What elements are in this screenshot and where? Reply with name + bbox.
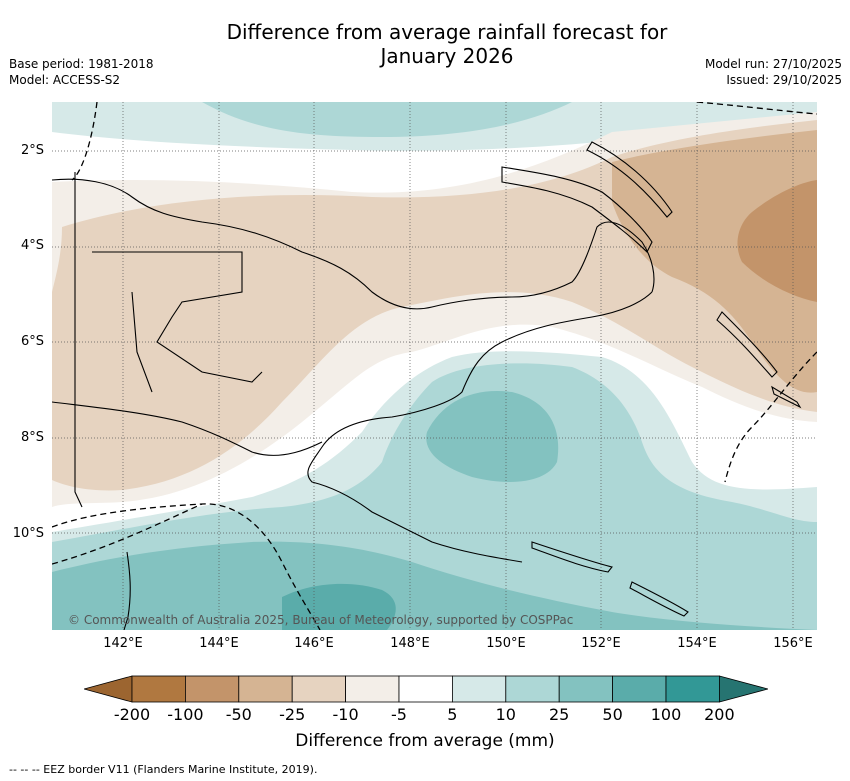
eez-footnote: -- -- -- EEZ border V11 (Flanders Marine… [9,763,318,776]
lat-label-2s: 2°S [20,143,44,158]
lon-label-146e: 146°E [294,636,334,651]
grid-lines [52,102,817,630]
chart-title: Difference from average rainfall forecas… [200,20,694,68]
colorbar-tick-label: -200 [113,705,151,724]
colorbar-segment [612,675,667,703]
lat-label-10s: 10°S [12,526,44,541]
colorbar-tick-label: 10 [495,705,516,724]
model-name: Model: ACCESS-S2 [9,73,121,87]
colorbar-tick-label: 5 [447,705,458,724]
colorbar-segment [505,675,560,703]
colorbar-tick-label: -100 [167,705,204,724]
lon-label-148e: 148°E [390,636,430,651]
colorbar-segment [291,675,346,703]
contour-north-25 [202,102,572,137]
base-period: Base period: 1981-2018 [9,57,154,71]
colorbar-extend-high [719,675,768,703]
colorbar-segment [238,675,293,703]
lon-label-156e: 156°E [773,636,813,651]
lon-label-150e: 150°E [486,636,526,651]
colorbar-segment [131,675,186,703]
lon-label-152e: 152°E [581,636,621,651]
meta-right: Model run: 27/10/2025 Issued: 29/10/2025 [705,56,842,88]
contour-wet-25-gulf [426,391,559,482]
colorbar-tick-label: 100 [650,705,682,724]
colorbar-segment [558,675,614,703]
rainfall-map: © Commonwealth of Australia 2025, Bureau… [52,102,817,630]
colorbar-tick-label: -50 [225,705,252,724]
colorbar-tick-label: 50 [602,705,623,724]
lon-label-144e: 144°E [199,636,239,651]
contour-dry-50 [737,180,817,302]
colorbar-tick-label: -5 [391,705,407,724]
colorbar-tick-label: -10 [332,705,359,724]
colorbar-segment [185,675,240,703]
copyright-text: © Commonwealth of Australia 2025, Bureau… [68,613,573,627]
lon-label-142e: 142°E [103,636,143,651]
lon-label-154e: 154°E [677,636,717,651]
colorbar-segment [451,675,507,703]
colorbar-tick-label: -25 [279,705,306,724]
title-line-2: January 2026 [380,44,514,68]
colorbar [84,675,768,703]
colorbar-extend-low [84,675,133,703]
colorbar-label: Difference from average (mm) [295,731,555,751]
eez-borders [52,102,817,630]
lat-label-8s: 8°S [20,430,44,445]
colorbar-tick-label: 25 [549,705,570,724]
colorbar-segment [398,675,453,703]
colorbar-segment [665,675,720,703]
title-line-1: Difference from average rainfall forecas… [226,20,668,44]
colorbar-tick-label: 200 [704,705,735,724]
contour-dry-25 [612,130,817,393]
lat-label-6s: 6°S [20,334,44,349]
meta-left: Base period: 1981-2018 Model: ACCESS-S2 [9,56,154,88]
issued-date: Issued: 29/10/2025 [726,73,842,87]
contour-wet-50 [282,583,396,630]
coastlines [52,141,802,630]
lat-label-4s: 4°S [20,238,44,253]
contour-wet-25 [52,541,817,630]
colorbar-segment [345,675,400,703]
model-run: Model run: 27/10/2025 [704,57,842,71]
colorbar-segments [84,675,768,703]
